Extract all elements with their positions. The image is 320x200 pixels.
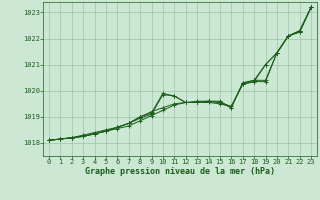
X-axis label: Graphe pression niveau de la mer (hPa): Graphe pression niveau de la mer (hPa) (85, 167, 275, 176)
